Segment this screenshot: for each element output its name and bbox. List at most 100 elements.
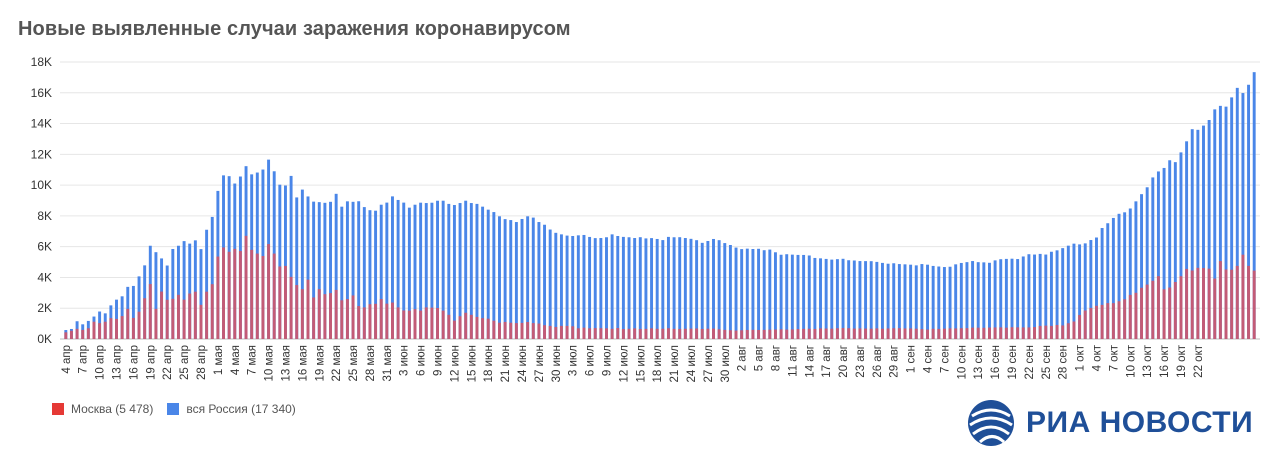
x-tick-label: 21 июн [500, 345, 512, 382]
bar-russia [728, 244, 732, 339]
y-axis-ticks: 0K 2K 4K 6K 8K 10K 12K 14K 16K 18K [31, 55, 52, 346]
bar-russia [1207, 120, 1211, 339]
x-tick-label: 13 мая [281, 345, 293, 382]
bar-moscow [965, 328, 969, 339]
x-tick-label: 18 июл [652, 345, 664, 383]
bar-russia [210, 216, 214, 339]
bar-moscow [909, 328, 913, 339]
bar-moscow [306, 279, 310, 339]
bar-russia [1095, 237, 1098, 339]
bar-moscow [300, 289, 304, 339]
bar-russia [605, 237, 608, 339]
bar-moscow [892, 328, 896, 339]
x-tick-label: 19 апр [145, 345, 157, 380]
bar-moscow [182, 299, 186, 339]
bar-moscow [362, 307, 366, 339]
bar-moscow [447, 314, 451, 339]
bar-moscow [1185, 268, 1189, 339]
x-tick-label: 21 июл [669, 345, 681, 383]
bar-russia [875, 261, 879, 339]
bar-russia [1224, 106, 1228, 339]
bar-moscow [565, 325, 569, 339]
bar-moscow [475, 316, 479, 339]
x-tick-label: 25 сен [1041, 345, 1053, 379]
bar-russia [571, 236, 575, 339]
bar-russia [559, 234, 563, 339]
bar-russia [396, 199, 400, 339]
bar-moscow [695, 328, 699, 339]
bar-russia [1055, 250, 1059, 339]
bar-russia [700, 242, 704, 339]
bar-russia [306, 196, 310, 339]
y-tick-label: 14K [31, 117, 52, 131]
x-tick-label: 11 авг [787, 345, 799, 377]
x-tick-label: 14 авг [804, 345, 816, 378]
bar-moscow [1100, 304, 1104, 339]
bar-russia [655, 238, 659, 339]
bar-russia [565, 235, 569, 339]
bar-moscow [498, 322, 501, 339]
bar-moscow [374, 303, 378, 339]
bar-moscow [205, 291, 209, 339]
bar-moscow [723, 329, 727, 339]
bar-russia [447, 203, 451, 339]
bar-russia [205, 229, 209, 339]
bar-russia [1111, 217, 1115, 339]
bar-moscow [148, 284, 152, 339]
legend-item-russia[interactable]: вся Россия (17 340) [167, 402, 296, 416]
x-tick-label: 10 апр [95, 345, 107, 380]
x-tick-label: 23 авг [855, 345, 867, 378]
bar-moscow [171, 298, 175, 339]
bar-russia [531, 217, 535, 339]
bar-moscow [914, 328, 918, 339]
bar-moscow [396, 307, 400, 339]
x-tick-label: 7 сен [939, 345, 951, 373]
x-tick-label: 28 сен [1058, 345, 1070, 379]
bar-russia [1241, 93, 1245, 339]
bar-moscow [103, 321, 107, 339]
bar-russia [430, 202, 434, 339]
bar-russia [824, 258, 828, 339]
bar-moscow [599, 328, 603, 339]
bar-moscow [69, 330, 73, 339]
bar-russia [858, 261, 862, 339]
bar-russia [329, 201, 332, 339]
x-tick-label: 12 июн [449, 345, 461, 382]
bar-russia [689, 238, 693, 339]
bar-moscow [931, 328, 935, 339]
bar-russia [1168, 160, 1172, 339]
bar-moscow [351, 295, 355, 339]
bar-russia [869, 261, 873, 339]
x-tick-label: 26 авг [872, 345, 884, 378]
bar-moscow [1134, 292, 1138, 339]
bar-russia [706, 241, 710, 339]
bar-russia [751, 249, 755, 339]
bar-moscow [582, 327, 586, 339]
bar-moscow [1213, 278, 1217, 339]
x-tick-label: 16 окт [1159, 344, 1171, 378]
bar-moscow [683, 328, 687, 339]
bar-moscow [131, 317, 135, 339]
bar-russia [261, 169, 265, 339]
bar-russia [1066, 245, 1070, 339]
bar-moscow [407, 310, 411, 339]
bar-moscow [255, 253, 259, 339]
bar-moscow [779, 329, 783, 339]
bar-russia [1128, 208, 1132, 339]
x-tick-label: 30 июл [720, 345, 732, 383]
bar-moscow [633, 328, 637, 339]
bar-moscow [712, 328, 715, 339]
bar-moscow [869, 328, 873, 339]
legend-item-moscow[interactable]: Москва (5 478) [52, 402, 153, 416]
bar-moscow [176, 294, 180, 339]
bar-russia [1021, 256, 1025, 339]
bar-russia [633, 238, 637, 339]
bar-russia [289, 175, 293, 339]
bar-moscow [115, 318, 118, 339]
bar-moscow [64, 332, 68, 339]
bar-russia [959, 262, 963, 339]
x-tick-label: 4 мая [230, 345, 242, 375]
bar-russia [1117, 213, 1121, 339]
bar-moscow [559, 325, 563, 339]
x-tick-label: 24 июн [517, 345, 529, 382]
